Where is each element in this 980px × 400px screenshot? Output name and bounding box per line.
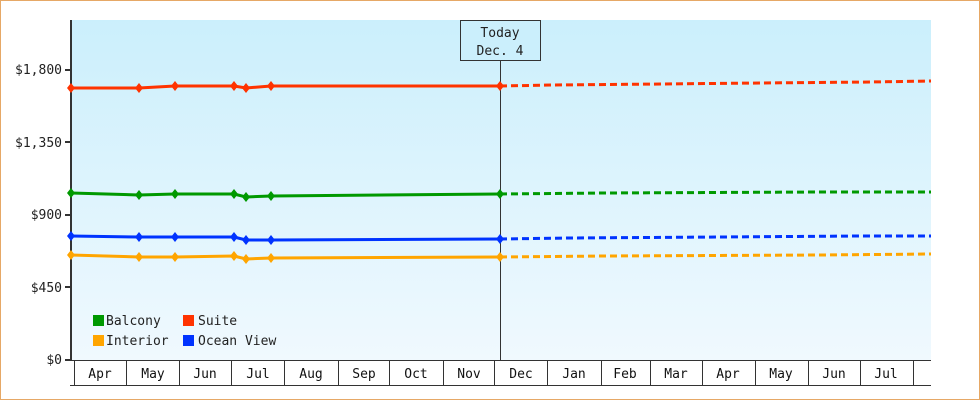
x-tick-label: Feb: [613, 367, 637, 382]
x-tick-label: Nov: [457, 367, 481, 382]
legend-swatch-interior: [93, 335, 104, 346]
series-interior: [67, 250, 932, 264]
legend-swatch-balcony: [93, 315, 104, 326]
series-suite: [67, 79, 932, 93]
x-axis: [70, 360, 931, 386]
x-tick-label: Mar: [664, 367, 688, 382]
today-label: Today: [480, 26, 519, 41]
today-marker: Today Dec. 4: [460, 20, 541, 360]
y-axis: $0 $450 $900 $1,350 $1,800: [15, 20, 72, 368]
x-tick-labels: Apr May Jun Jul Aug Sep Oct Nov Dec Jan …: [88, 367, 897, 382]
x-tick-label: May: [769, 367, 793, 382]
legend-label-suite[interactable]: Suite: [198, 314, 237, 329]
x-tick-label: Jun: [193, 367, 216, 382]
legend-swatch-ocean-view: [183, 335, 194, 346]
x-tick-label: Jul: [874, 367, 897, 382]
series-balcony: [67, 188, 931, 202]
x-tick-label: Jan: [562, 367, 585, 382]
y-tick-label: $450: [31, 281, 62, 296]
y-tick-label: $0: [46, 353, 62, 368]
x-tick-label: Dec: [509, 367, 532, 382]
x-tick-label: Aug: [299, 367, 322, 382]
x-tick-label: Sep: [352, 367, 376, 382]
legend-label-ocean-view[interactable]: Ocean View: [198, 334, 276, 349]
x-tick-label: Apr: [716, 367, 740, 382]
y-tick-label: $900: [31, 208, 62, 223]
x-tick-label: Oct: [404, 367, 427, 382]
x-tick-label: Jul: [246, 367, 269, 382]
today-date: Dec. 4: [477, 44, 524, 59]
series-ocean-view: [67, 231, 931, 245]
legend-label-balcony[interactable]: Balcony: [106, 314, 161, 329]
legend-swatch-suite: [183, 315, 194, 326]
legend: Balcony Suite Interior Ocean View: [93, 314, 276, 349]
x-tick-label: May: [141, 367, 165, 382]
x-tick-label: Apr: [88, 367, 112, 382]
legend-label-interior[interactable]: Interior: [106, 334, 169, 349]
y-tick-label: $1,800: [15, 63, 62, 78]
y-tick-label: $1,350: [15, 136, 62, 151]
x-tick-label: Jun: [822, 367, 845, 382]
